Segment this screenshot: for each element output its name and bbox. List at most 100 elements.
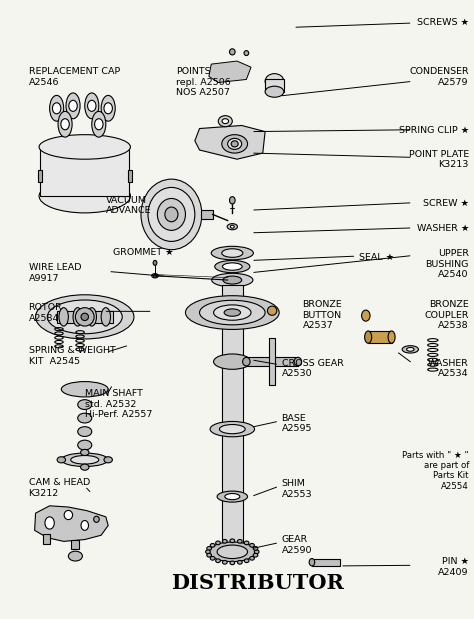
Ellipse shape	[362, 310, 370, 321]
Ellipse shape	[85, 93, 99, 119]
Ellipse shape	[78, 440, 92, 450]
Ellipse shape	[152, 274, 158, 278]
Ellipse shape	[253, 547, 258, 550]
Ellipse shape	[61, 453, 108, 467]
Text: SEAL ★: SEAL ★	[359, 253, 394, 262]
Text: BRONZE
COUPLER
A2538: BRONZE COUPLER A2538	[424, 300, 469, 330]
Ellipse shape	[207, 547, 211, 550]
Ellipse shape	[81, 521, 89, 530]
Ellipse shape	[45, 517, 55, 529]
Text: POINT PLATE
K3213: POINT PLATE K3213	[409, 150, 469, 170]
Ellipse shape	[157, 199, 185, 230]
Ellipse shape	[222, 560, 227, 564]
Ellipse shape	[250, 543, 255, 547]
Ellipse shape	[66, 93, 80, 119]
Text: SHIM
A2553: SHIM A2553	[282, 480, 312, 499]
Ellipse shape	[217, 545, 247, 558]
Ellipse shape	[101, 308, 110, 326]
Ellipse shape	[250, 556, 255, 560]
Ellipse shape	[224, 309, 240, 316]
Text: ROTOR
A2584: ROTOR A2584	[28, 303, 62, 322]
FancyBboxPatch shape	[368, 331, 392, 344]
Ellipse shape	[206, 550, 210, 553]
Ellipse shape	[207, 553, 211, 557]
Ellipse shape	[212, 274, 253, 287]
Ellipse shape	[229, 49, 235, 55]
Ellipse shape	[69, 100, 77, 111]
Text: SPRING CLIP ★: SPRING CLIP ★	[399, 126, 469, 134]
Ellipse shape	[230, 539, 235, 543]
Text: PIN ★
A2409: PIN ★ A2409	[438, 557, 469, 577]
Ellipse shape	[243, 357, 250, 366]
Ellipse shape	[222, 135, 247, 153]
Text: BRONZE
BUTTON
A2537: BRONZE BUTTON A2537	[302, 300, 342, 330]
Ellipse shape	[210, 543, 215, 547]
Ellipse shape	[228, 139, 242, 149]
Ellipse shape	[88, 100, 96, 111]
Ellipse shape	[237, 540, 242, 543]
Ellipse shape	[39, 179, 130, 213]
Ellipse shape	[222, 540, 227, 543]
Ellipse shape	[209, 542, 256, 561]
Ellipse shape	[231, 141, 238, 147]
Ellipse shape	[71, 456, 99, 464]
Ellipse shape	[200, 300, 265, 325]
Ellipse shape	[104, 103, 112, 114]
Ellipse shape	[211, 246, 254, 260]
Ellipse shape	[87, 308, 97, 326]
FancyBboxPatch shape	[128, 170, 132, 182]
Ellipse shape	[227, 223, 237, 230]
Ellipse shape	[68, 551, 82, 561]
Ellipse shape	[210, 556, 215, 560]
Text: WIRE LEAD
A9917: WIRE LEAD A9917	[28, 264, 81, 283]
Ellipse shape	[253, 553, 258, 557]
Ellipse shape	[244, 559, 249, 563]
Ellipse shape	[214, 354, 251, 370]
Polygon shape	[195, 126, 265, 159]
Ellipse shape	[216, 541, 220, 545]
Ellipse shape	[81, 449, 89, 456]
Ellipse shape	[223, 276, 242, 284]
Ellipse shape	[148, 188, 195, 241]
Ellipse shape	[230, 561, 235, 565]
Text: GROMMET ★: GROMMET ★	[113, 248, 173, 257]
Ellipse shape	[215, 261, 250, 273]
Text: REPLACEMENT CAP
A2546: REPLACEMENT CAP A2546	[28, 67, 120, 87]
Ellipse shape	[57, 457, 65, 463]
FancyBboxPatch shape	[222, 285, 243, 558]
Ellipse shape	[39, 135, 130, 159]
Ellipse shape	[225, 493, 240, 500]
Text: POINTS
repl. A2506
NOS A2507: POINTS repl. A2506 NOS A2507	[176, 67, 231, 97]
Ellipse shape	[265, 74, 284, 89]
Ellipse shape	[64, 511, 73, 519]
FancyBboxPatch shape	[38, 170, 42, 182]
Text: VACUUM
ADVANCE: VACUUM ADVANCE	[106, 196, 151, 215]
FancyBboxPatch shape	[40, 147, 129, 196]
Text: DISTRIBUTOR: DISTRIBUTOR	[172, 573, 344, 593]
FancyBboxPatch shape	[312, 558, 340, 566]
Ellipse shape	[94, 516, 99, 522]
Ellipse shape	[388, 331, 395, 344]
Ellipse shape	[222, 119, 228, 124]
Ellipse shape	[230, 225, 234, 228]
FancyBboxPatch shape	[43, 534, 50, 544]
Ellipse shape	[75, 308, 94, 326]
Ellipse shape	[229, 197, 235, 204]
Text: WASHER ★: WASHER ★	[417, 223, 469, 233]
Ellipse shape	[210, 422, 255, 437]
Text: SCREWS ★: SCREWS ★	[417, 18, 469, 27]
Ellipse shape	[216, 559, 220, 563]
Ellipse shape	[255, 550, 259, 553]
Ellipse shape	[78, 413, 92, 423]
Ellipse shape	[219, 425, 245, 434]
Ellipse shape	[81, 313, 89, 321]
Ellipse shape	[61, 381, 108, 397]
Ellipse shape	[217, 491, 247, 502]
Ellipse shape	[101, 95, 115, 121]
Ellipse shape	[214, 305, 251, 320]
FancyBboxPatch shape	[71, 540, 79, 548]
FancyBboxPatch shape	[265, 79, 284, 92]
Ellipse shape	[402, 345, 419, 353]
Text: WASHER
A2534: WASHER A2534	[428, 358, 469, 378]
Ellipse shape	[265, 86, 284, 97]
